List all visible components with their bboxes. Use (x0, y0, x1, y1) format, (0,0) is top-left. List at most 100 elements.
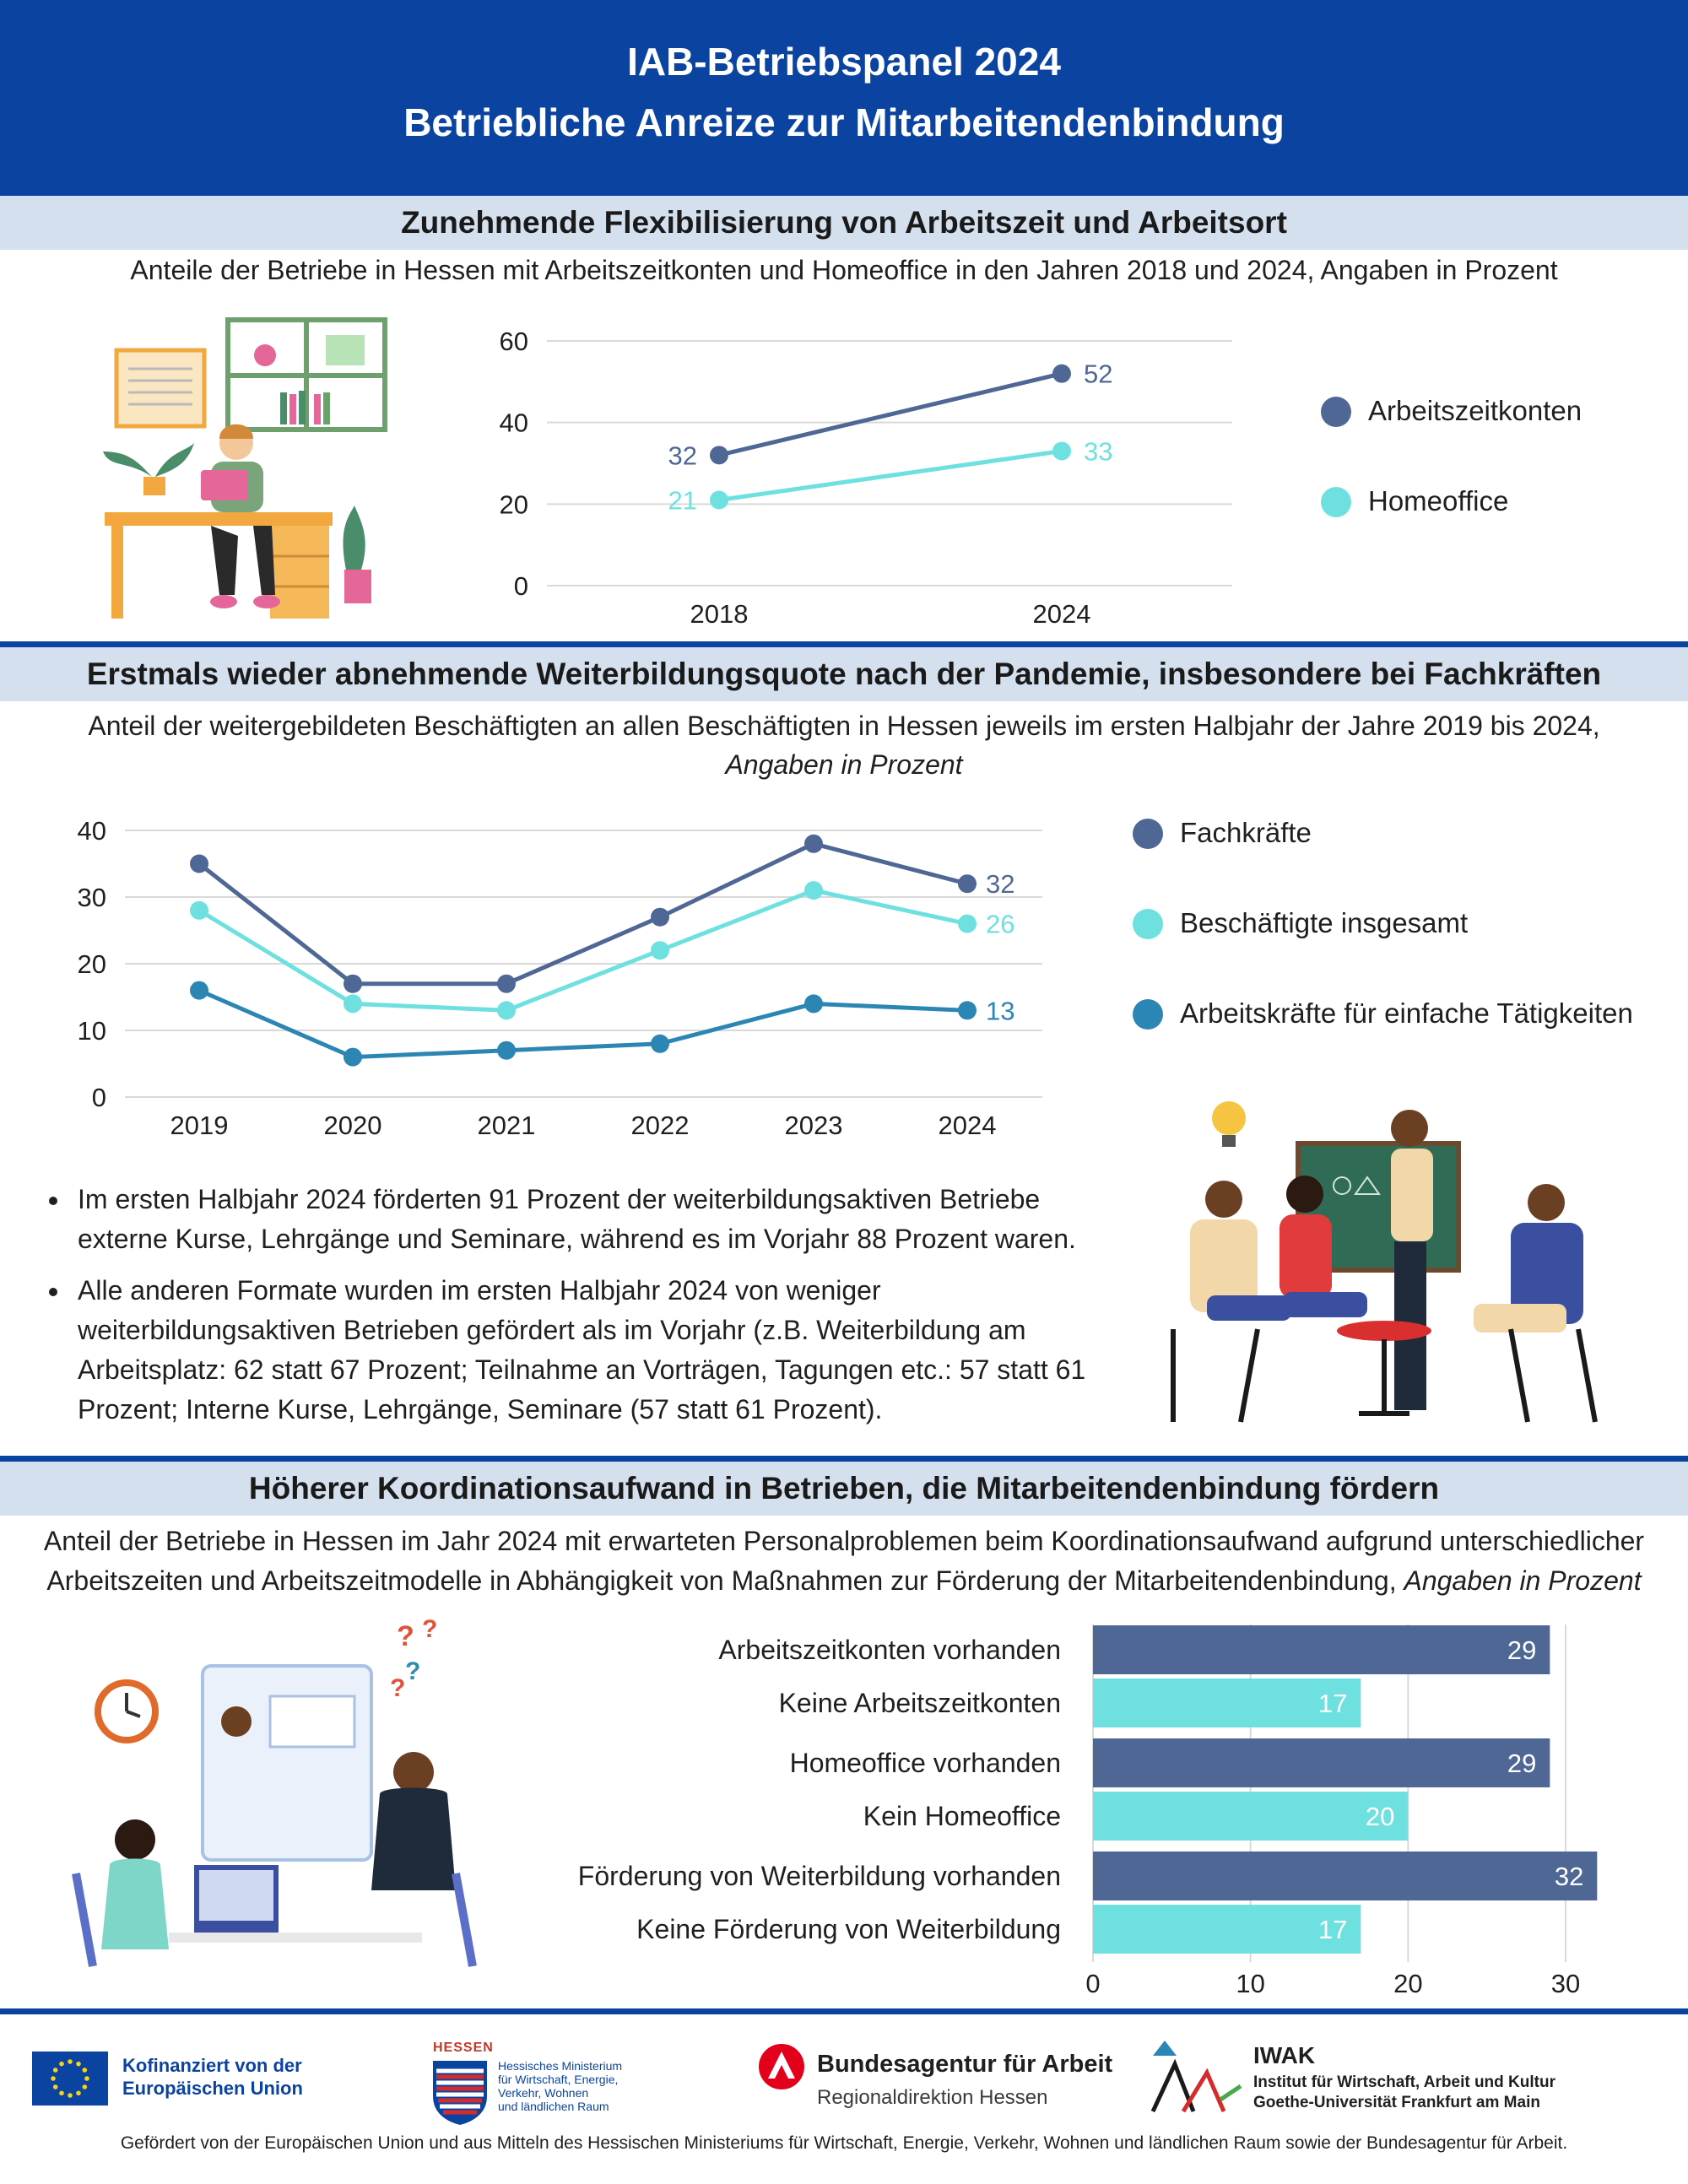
section1-heading: Zunehmende Flexibilisierung von Arbeitsz… (0, 196, 1688, 250)
data-point (344, 1047, 362, 1067)
data-label: 17 (1318, 1689, 1347, 1718)
section2-heading: Erstmals wieder abnehmende Weiterbildung… (0, 647, 1688, 701)
eu-star-icon (68, 2093, 73, 2098)
y-tick-label: 30 (78, 883, 106, 912)
legend-swatch (1133, 909, 1163, 939)
x-tick-label: 2024 (1033, 599, 1091, 629)
y-tick-label: 10 (78, 1016, 106, 1046)
category-label: Keine Arbeitszeitkonten (779, 1688, 1061, 1718)
eu-star-icon (76, 2061, 81, 2067)
bar (1093, 1738, 1550, 1787)
series-line-0 (197, 841, 968, 987)
legend-label: Beschäftigte insgesamt (1180, 907, 1469, 938)
data-label: 13 (986, 996, 1014, 1025)
iwak-line2: Goethe-Universität Frankfurt am Main (1253, 2094, 1540, 2111)
x-tick-label: 2024 (939, 1111, 997, 1140)
data-point (804, 834, 823, 853)
eu-star-icon (82, 2084, 88, 2089)
page-title: IAB-Betriebspanel 2024 (627, 40, 1061, 84)
section3-subtitle-italic: Angaben in Prozent (1404, 1565, 1642, 1596)
page-subtitle: Betriebliche Anreize zur Mitarbeitendenb… (403, 100, 1285, 144)
svg-text:?: ? (397, 1620, 414, 1652)
eu-star-icon (59, 2090, 64, 2096)
svg-text:?: ? (405, 1657, 420, 1685)
data-label: 26 (986, 910, 1014, 939)
chart-koordinationsaufwand: 0 10 20 30 Arbeitszeitkonten vorhanden 29 Kein… (578, 1624, 1598, 1998)
x-tick-label: 30 (1551, 1969, 1580, 1998)
iwak-subtitle: Institut für Wirtschaft, Arbeit und Kult… (1253, 2073, 1555, 2113)
funding-note: Gefördert von der Europäischen Union und… (120, 2133, 1568, 2153)
data-point (190, 900, 208, 920)
x-tick-label: 2020 (324, 1111, 382, 1140)
iwak-logo (1150, 2041, 1242, 2113)
x-tick-label: 2021 (478, 1111, 536, 1140)
data-label: 20 (1366, 1802, 1394, 1831)
category-label: Homeoffice vorhanden (790, 1748, 1061, 1778)
hessen-caption: HESSEN (433, 2041, 494, 2055)
ba-subtitle: Regionaldirektion Hessen (817, 2086, 1048, 2109)
series-line-1 (718, 449, 1063, 502)
bar (1093, 1679, 1361, 1727)
hessen-line: Verkehr, Wohnen (498, 2086, 589, 2100)
legend-swatch (1133, 999, 1163, 1030)
data-label: 29 (1507, 1749, 1536, 1778)
eu-star-icon (59, 2061, 64, 2067)
x-tick-label: 2023 (785, 1111, 843, 1140)
eu-star-icon (82, 2068, 88, 2073)
hessen-coat-of-arms-logo (433, 2061, 487, 2125)
y-tick-label: 20 (500, 489, 528, 519)
data-label: 29 (1507, 1635, 1536, 1665)
section-divider (0, 641, 1688, 647)
eu-line2: Europäischen Union (122, 2078, 303, 2099)
footer-divider (0, 2008, 1688, 2014)
data-label: 33 (1084, 437, 1112, 467)
svg-text:?: ? (422, 1615, 437, 1643)
x-tick-label: 20 (1393, 1969, 1422, 1998)
eu-logo-text: Kofinanziert von der Europäischen Union (122, 2054, 303, 2100)
data-point (497, 1001, 516, 1020)
data-point (958, 1001, 977, 1020)
section-divider (0, 1456, 1688, 1462)
data-point (1052, 364, 1071, 383)
data-point (804, 881, 823, 900)
hessen-line: Hessisches Ministerium (498, 2059, 623, 2073)
eu-star-icon (84, 2076, 89, 2081)
data-point (958, 874, 977, 894)
y-tick-label: 40 (78, 816, 106, 846)
y-tick-label: 60 (500, 327, 528, 356)
data-point (497, 974, 516, 993)
hessen-line: für Wirtschaft, Energie, (498, 2073, 619, 2086)
bar (1093, 1852, 1598, 1900)
hessen-line: und ländlichen Raum (498, 2100, 609, 2113)
section2-subtitle-line2: Angaben in Prozent (725, 749, 963, 780)
data-point (344, 994, 362, 1014)
series-line-1 (197, 888, 968, 1013)
data-label: 32 (986, 869, 1014, 899)
section2-subtitle-line1: Anteil der weitergebildeten Beschäftigte… (88, 711, 1600, 741)
eu-star-icon (51, 2076, 56, 2081)
classroom-illustration (1171, 1101, 1598, 1423)
home-office-illustration (103, 317, 387, 619)
eu-flag-logo (32, 2052, 108, 2106)
bar (1093, 1792, 1409, 1841)
category-label: Förderung von Weiterbildung vorhanden (578, 1861, 1061, 1891)
data-point (804, 994, 823, 1014)
data-label: 52 (1084, 359, 1112, 389)
bar (1093, 1905, 1361, 1954)
legend-label: Arbeitskräfte für einfache Tätigkeiten (1180, 997, 1633, 1029)
legend-swatch (1321, 487, 1351, 517)
section1-subtitle: Anteile der Betriebe in Hessen mit Arbei… (130, 255, 1558, 285)
section3-subtitle-text: Arbeitszeiten und Arbeitszeitmodelle in … (46, 1565, 1397, 1596)
category-label: Arbeitszeitkonten vorhanden (718, 1635, 1061, 1665)
data-point (497, 1041, 516, 1060)
chart-flexibilisierung: 0 20 40 60 2018 2024 32 52 21 33 (500, 327, 1232, 629)
series-line-2 (198, 988, 968, 1060)
x-tick-label: 2019 (170, 1111, 229, 1140)
page-header: IAB-Betriebspanel 2024 Betriebliche Anre… (0, 0, 1688, 196)
iwak-title: IWAK (1253, 2042, 1316, 2068)
svg-text:?: ? (390, 1674, 405, 1702)
y-tick-label: 0 (514, 571, 528, 601)
weiterbildung-bullets: Im ersten Halbjahr 2024 förderten 91 Pro… (42, 1180, 1131, 1441)
data-point (710, 490, 728, 510)
hessen-ministry-text: Hessisches Ministerium für Wirtschaft, E… (498, 2059, 622, 2113)
